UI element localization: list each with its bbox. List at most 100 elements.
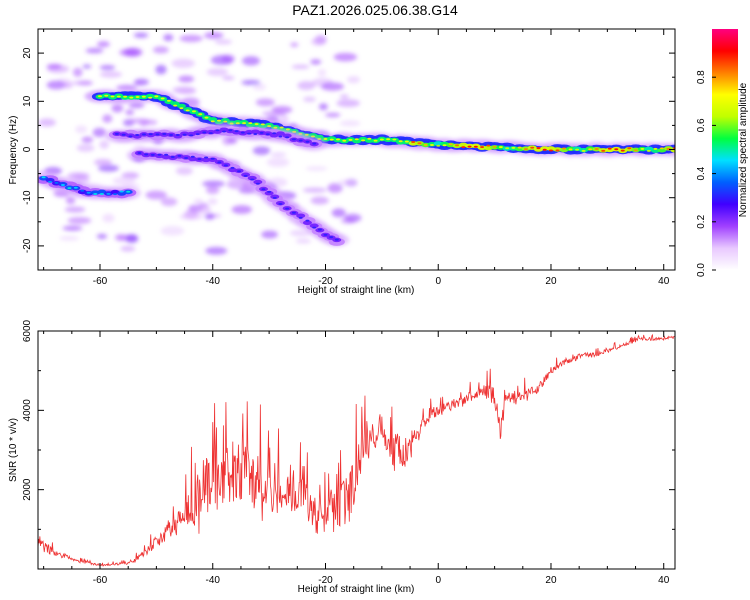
track-blob bbox=[247, 132, 252, 135]
speckle-blob bbox=[111, 103, 124, 113]
track-blob bbox=[267, 190, 272, 193]
track-blob bbox=[361, 139, 366, 142]
spectrogram-image bbox=[38, 32, 675, 255]
track-blob bbox=[614, 148, 619, 151]
track-blob bbox=[646, 149, 651, 152]
speckle-blob bbox=[327, 183, 343, 193]
track-blob bbox=[627, 147, 632, 150]
y-tick-label: 10 bbox=[22, 95, 33, 107]
track-blob bbox=[549, 149, 553, 152]
x-tick-label: -40 bbox=[206, 575, 221, 586]
track-layer bbox=[114, 129, 317, 145]
speckle-blob bbox=[160, 226, 185, 236]
x-tick-label: -60 bbox=[93, 575, 108, 586]
track-blob bbox=[129, 96, 134, 99]
track-blob bbox=[480, 146, 485, 149]
track-blob bbox=[267, 125, 272, 128]
speckle-blob bbox=[178, 75, 195, 83]
track-layer bbox=[98, 94, 675, 152]
track-blob bbox=[113, 193, 118, 196]
track-blob bbox=[278, 135, 283, 138]
track-blob bbox=[334, 238, 339, 241]
track-blob bbox=[99, 193, 104, 196]
track-blob bbox=[48, 180, 53, 183]
track-blob bbox=[272, 196, 277, 199]
speckle-blob bbox=[64, 206, 86, 213]
track-blob bbox=[317, 228, 322, 231]
track-blob bbox=[223, 164, 228, 167]
speckle-blob bbox=[279, 114, 290, 124]
track-blob bbox=[176, 103, 186, 109]
track-blob bbox=[183, 107, 193, 112]
track-blob bbox=[106, 192, 111, 195]
speckle-blob bbox=[231, 205, 253, 214]
track-blob bbox=[329, 236, 334, 239]
track-blob bbox=[230, 166, 235, 169]
track-blob bbox=[323, 233, 328, 236]
speckle-blob bbox=[339, 120, 361, 127]
track-blob bbox=[291, 138, 296, 141]
figure-title: PAZ1.2026.025.06.38.G14 bbox=[292, 2, 458, 18]
speckle-blob bbox=[160, 197, 178, 207]
track-blob bbox=[530, 146, 535, 149]
x-tick-label: 20 bbox=[545, 575, 557, 586]
track-blob bbox=[348, 138, 353, 141]
speckle-blob bbox=[62, 82, 73, 89]
track-blob bbox=[373, 139, 378, 142]
speckle-blob bbox=[102, 114, 113, 123]
track-blob bbox=[110, 95, 115, 98]
speckle-blob bbox=[72, 67, 83, 78]
speckle-blob bbox=[241, 79, 261, 86]
track-blob bbox=[298, 139, 303, 142]
speckle-blob bbox=[317, 69, 327, 77]
speckle-blob bbox=[65, 196, 76, 205]
speckle-blob bbox=[46, 80, 67, 90]
y-tick-label: 0 bbox=[22, 146, 33, 152]
track-blob bbox=[568, 148, 573, 151]
track-blob bbox=[104, 94, 109, 97]
speckle-blob bbox=[310, 196, 329, 205]
track-blob bbox=[217, 161, 222, 164]
track-blob bbox=[562, 147, 567, 150]
snr-panel: -60 -40 -20 0 20 40 2000 4000 6000 Height of str… bbox=[8, 319, 676, 595]
track-blob bbox=[119, 190, 124, 193]
spectrogram-y-label: Frequency (Hz) bbox=[8, 116, 19, 185]
track-blob bbox=[217, 119, 221, 122]
track-blob bbox=[273, 126, 278, 129]
track-blob bbox=[250, 178, 255, 181]
speckle-blob bbox=[331, 208, 346, 218]
speckle-blob bbox=[82, 64, 92, 69]
track-blob bbox=[423, 143, 428, 146]
track-blob bbox=[594, 147, 599, 150]
x-tick-label: 0 bbox=[435, 575, 441, 586]
track-blob bbox=[296, 213, 306, 218]
track-blob bbox=[298, 216, 303, 219]
speckle-blob bbox=[152, 46, 169, 54]
snr-axes: -60 -40 -20 0 20 40 2000 4000 6000 bbox=[22, 319, 675, 586]
track-layer bbox=[41, 176, 131, 196]
track-blob bbox=[285, 128, 290, 131]
track-blob bbox=[607, 147, 612, 150]
speckle-blob bbox=[94, 158, 113, 166]
track-blob bbox=[54, 181, 59, 184]
track-blob bbox=[204, 156, 209, 159]
track-blob bbox=[210, 157, 215, 160]
track-blob bbox=[215, 129, 220, 132]
track-blob bbox=[126, 190, 131, 193]
speckle-blob bbox=[207, 198, 218, 205]
speckle-blob bbox=[255, 98, 275, 107]
speckle-blob bbox=[67, 217, 92, 224]
speckle-blob bbox=[71, 80, 92, 86]
speckle-blob bbox=[193, 198, 204, 204]
track-blob bbox=[436, 144, 441, 147]
track-blob bbox=[291, 211, 296, 214]
track-blob bbox=[581, 149, 586, 152]
track-blob bbox=[429, 144, 434, 146]
speckle-blob bbox=[133, 32, 149, 38]
track-blob bbox=[278, 202, 283, 205]
speckle-blob bbox=[99, 140, 109, 149]
speckle-blob bbox=[204, 32, 224, 39]
speckle-blob bbox=[295, 238, 312, 244]
track-blob bbox=[148, 133, 153, 136]
track-blob bbox=[473, 145, 478, 148]
